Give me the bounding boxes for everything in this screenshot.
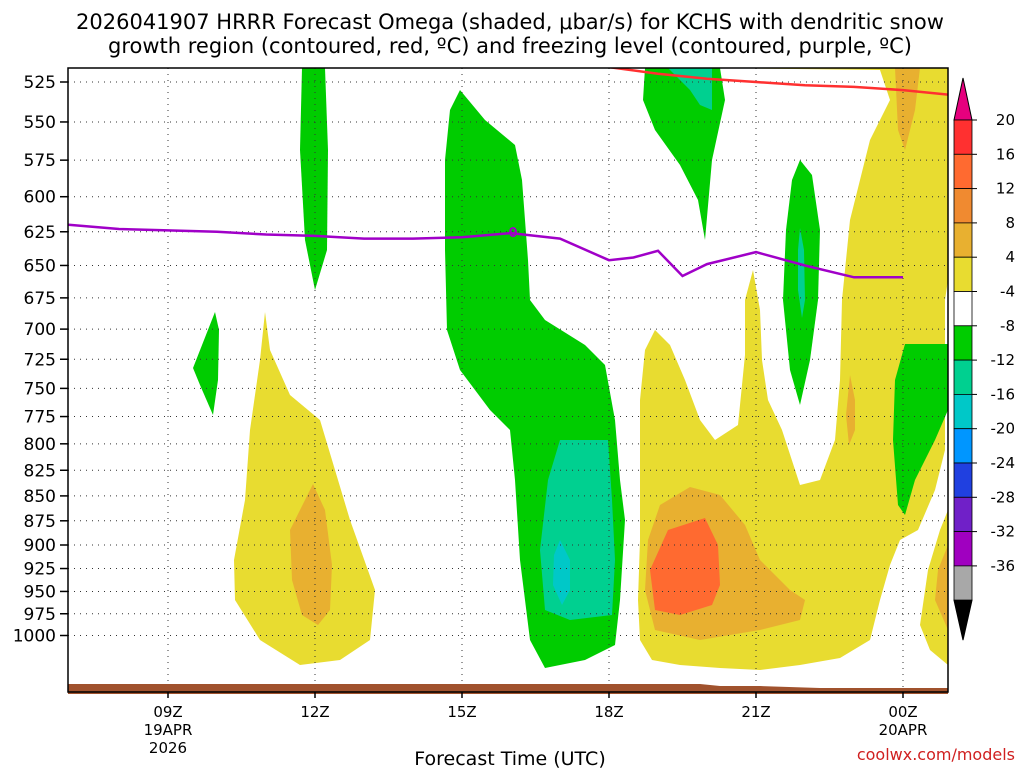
colorbar-label: -12 [991,351,1016,369]
omega-rising-region-early-small [193,312,219,415]
omega-rising-region-top [643,68,725,240]
colorbar-swatch [953,462,973,498]
colorbar-swatch [953,496,973,532]
omega-rising-region-evening [893,344,948,515]
y-tick-label: 550 [24,113,56,133]
colorbar-top-arrow [953,77,973,121]
y-tick-label: 600 [24,188,56,208]
chart-title-line1: 2026041907 HRRR Forecast Omega (shaded, … [76,10,944,34]
colorbar-swatch [953,428,973,464]
omega-sinking-peak-afternoon [650,518,720,615]
plot-frame [67,67,949,693]
colorbar-swatch [953,359,973,395]
x-tick-label: 15Z [447,703,476,721]
omega-sinking-region-morning [234,312,375,665]
y-tick-label: 825 [24,461,56,481]
colorbar-swatch [953,153,973,190]
x-tick-label: 00Z [888,703,917,721]
colorbar-bottom-arrow [953,599,973,641]
colorbar-label: -32 [991,523,1016,541]
y-tick-label: 575 [24,151,56,171]
colorbar-label: -4 [1000,283,1015,301]
y-tick-label: 750 [24,379,56,399]
colorbar: 20 16 12 8 4 -4 -8 -12 -16 -20 -24 -28 -32 -36 [953,77,1016,641]
colorbar-swatch [953,119,973,155]
y-tick-label: 800 [24,435,56,455]
credit-text: coolwx.com/models [857,745,1015,764]
omega-rising-region-early [300,68,328,290]
chart-title-line2: growth region (contoured, red, ºC) and f… [108,34,912,58]
plot-area: 0 [68,68,948,694]
freezing-level-contour: 0 [68,223,903,279]
omega-shading [193,68,948,670]
colorbar-label: 20 [996,111,1015,129]
colorbar-label: 16 [996,145,1015,163]
colorbar-label: -8 [1000,317,1015,335]
colorbar-swatch [953,565,973,601]
x-tick-label: 09Z [153,703,182,721]
colorbar-swatch [953,188,973,224]
colorbar-label: -20 [991,420,1016,438]
x-tick-label: 18Z [594,703,623,721]
omega-sinking-core-upper [895,68,920,150]
colorbar-swatch [953,393,973,430]
x-tick-label: 20APR [879,721,928,739]
y-tick-label: 950 [24,582,56,602]
colorbar-label: -24 [991,454,1016,472]
y-tick-label: 675 [24,289,56,309]
dendritic-region-contour [603,68,948,96]
x-tick-label: 21Z [741,703,770,721]
dendritic-region-line [603,68,948,96]
omega-rising-peak-midday [553,540,570,605]
x-tick-label: 12Z [300,703,329,721]
y-tick-label: 875 [24,512,56,532]
y-tick-label: 625 [24,223,56,243]
colorbar-label: 4 [1005,248,1015,266]
colorbar-swatch [953,256,973,292]
y-tick-label: 925 [24,560,56,580]
colorbar-label: 12 [996,180,1015,198]
x-tick-label: 2026 [149,739,187,757]
colorbar-swatch [953,222,973,258]
omega-rising-core-afternoon [798,228,805,318]
y-tick-label: 725 [24,350,56,370]
colorbar-swatch [953,325,973,361]
y-tick-label: 1000 [13,627,56,647]
colorbar-swatch [953,531,973,567]
y-tick-label: 900 [24,536,56,556]
colorbar-label: -36 [991,557,1016,575]
colorbar-label: -16 [991,385,1016,403]
freezing-level-line [68,223,903,279]
colorbar-swatch [953,291,973,327]
y-tick-label: 525 [24,73,56,93]
gridlines [68,68,948,692]
x-axis-title: Forecast Time (UTC) [414,748,605,768]
omega-sinking-core-morning [290,484,332,625]
freezing-level-label: 0 [508,226,517,241]
y-tick-label: 975 [24,605,56,625]
omega-sinking-core-late [935,545,948,630]
colorbar-label: 8 [1005,214,1015,232]
x-tick-label: 19APR [144,721,193,739]
omega-sinking-region-late [920,510,948,665]
y-tick-label: 850 [24,487,56,507]
y-axis: 525 550 575 600 625 650 675 700 725 750 775 800 825 8… [13,67,949,693]
y-tick-label: 700 [24,320,56,340]
colorbar-label: -28 [991,488,1016,506]
omega-sinking-core-small [846,375,855,445]
y-tick-label: 650 [24,256,56,276]
y-tick-label: 775 [24,408,56,428]
